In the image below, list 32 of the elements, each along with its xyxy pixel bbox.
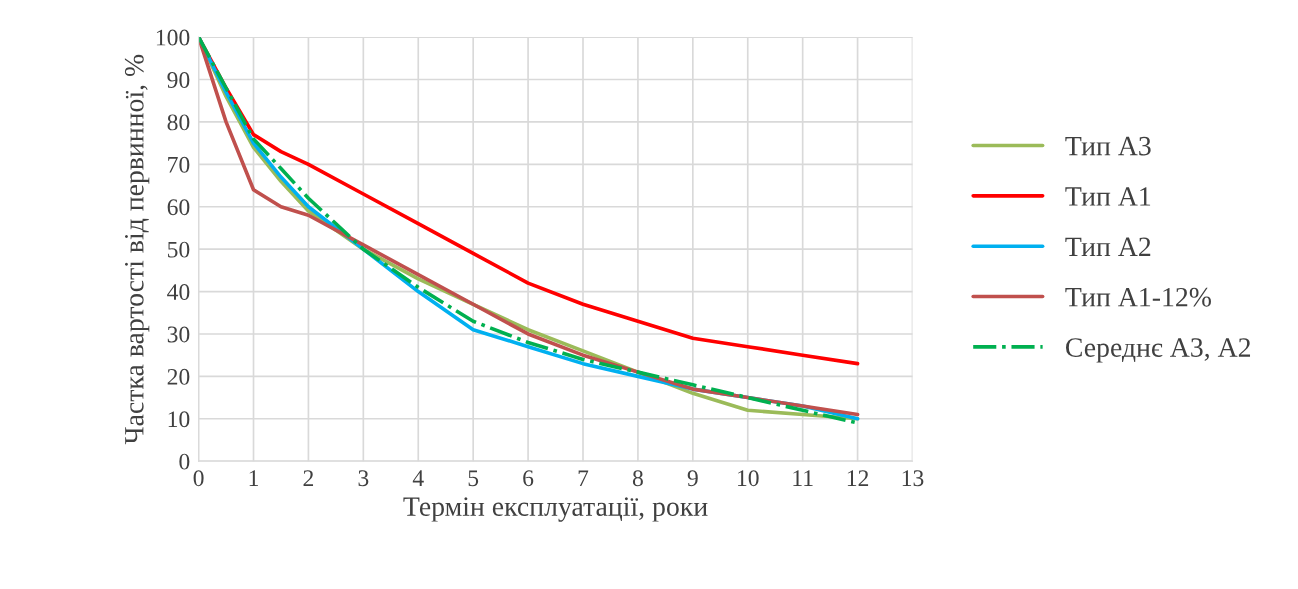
x-tick-label: 11 (793, 470, 813, 486)
x-axis-title: Термін експлуатації, роки (403, 497, 708, 522)
x-tick-label: 3 (358, 470, 369, 487)
y-axis-title: Частка вартості від первинної, % (124, 54, 150, 445)
y-tick-label: 0 (179, 453, 190, 470)
x-tick-label: 5 (468, 470, 479, 487)
y-tick-label: 50 (168, 241, 190, 258)
legend-label: Тип А1 (1065, 187, 1151, 206)
x-tick-label: 10 (738, 470, 759, 487)
y-tick-label: 100 (156, 29, 190, 46)
x-tick-label: 1 (249, 470, 258, 486)
x-tick-label: 2 (303, 470, 314, 486)
legend-label: Середнє А3, А2 (1066, 338, 1251, 363)
y-tick-label: 60 (167, 199, 190, 216)
y-tick-label: 70 (168, 156, 190, 173)
x-tick-label: 6 (523, 470, 534, 487)
legend-label: Тип А3 (1065, 136, 1151, 156)
legend-label: Тип А2 (1065, 237, 1151, 256)
legend-label: Тип А1-12% (1065, 287, 1211, 307)
y-tick-label: 20 (167, 368, 190, 385)
x-tick-label: 7 (578, 470, 589, 486)
x-tick-label: 4 (412, 470, 424, 486)
x-tick-label: 0 (193, 470, 204, 487)
y-tick-label: 30 (167, 326, 190, 343)
x-tick-label: 12 (847, 470, 869, 486)
y-tick-label: 10 (168, 411, 190, 428)
x-tick-label: 8 (632, 470, 643, 487)
y-tick-label: 90 (167, 72, 190, 88)
x-tick-label: 9 (687, 470, 698, 487)
y-tick-label: 40 (167, 284, 190, 300)
x-tick-label: 13 (902, 470, 924, 487)
y-tick-label: 80 (167, 114, 190, 131)
